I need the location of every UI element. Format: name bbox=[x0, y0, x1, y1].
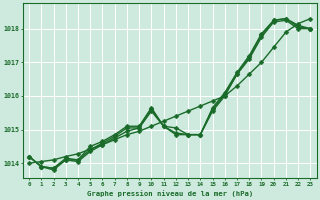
X-axis label: Graphe pression niveau de la mer (hPa): Graphe pression niveau de la mer (hPa) bbox=[87, 190, 253, 197]
